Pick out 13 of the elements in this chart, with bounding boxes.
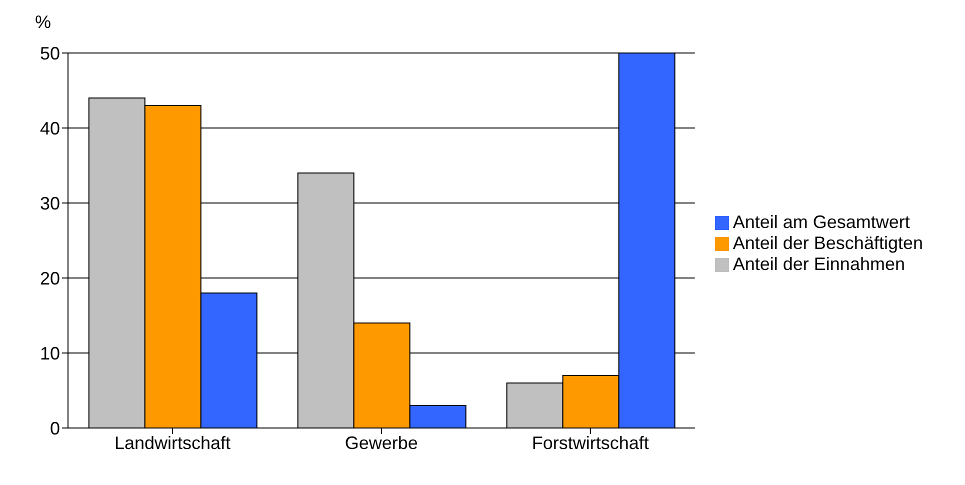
- y-axis-title: %: [34, 12, 52, 32]
- legend-label: Anteil der Einnahmen: [732, 254, 905, 274]
- x-tick-label: Forstwirtschaft: [532, 432, 649, 453]
- x-tick-label: Landwirtschaft: [114, 432, 231, 453]
- y-tick-label: 50: [40, 43, 60, 64]
- y-tick-label: 30: [40, 193, 60, 214]
- legend-label: Anteil am Gesamtwert: [732, 212, 910, 232]
- x-tick-label: Gewerbe: [344, 432, 418, 453]
- legend-label: Anteil der Beschäftigten: [732, 232, 923, 252]
- y-tick-label: 40: [40, 118, 60, 138]
- y-tick-label: 10: [40, 343, 60, 364]
- y-tick-label: 0: [50, 418, 60, 438]
- y-tick-label: 20: [40, 268, 60, 288]
